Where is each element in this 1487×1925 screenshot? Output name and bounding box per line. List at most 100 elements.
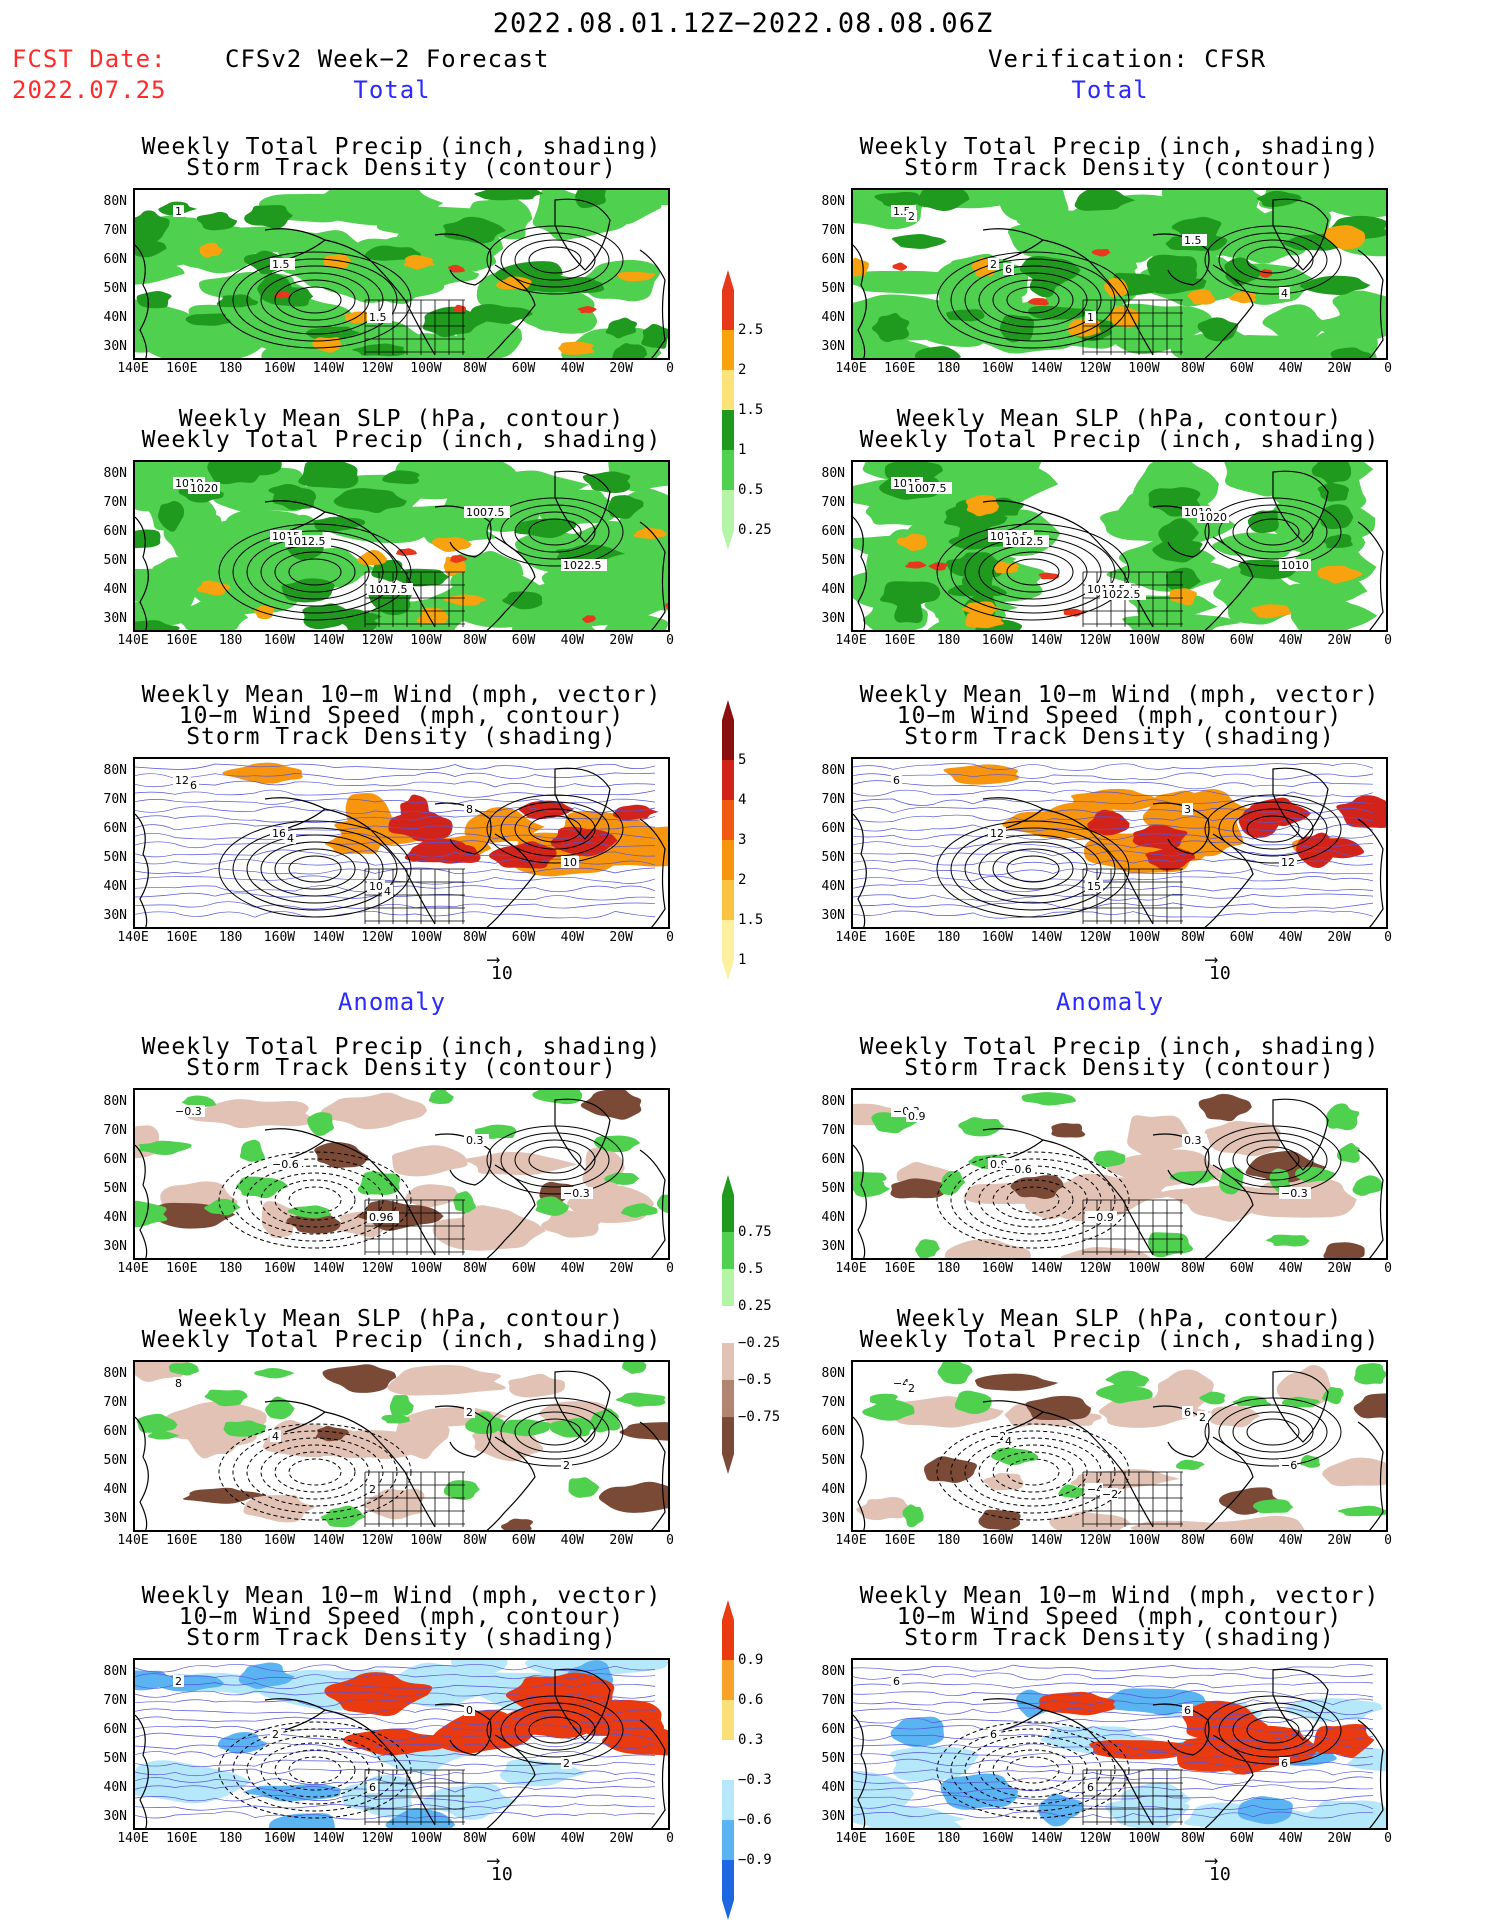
lon-tick-label: 20W [1327, 1261, 1351, 1276]
contour-label-bg [891, 774, 902, 786]
lat-tick-label: 80N [821, 1094, 845, 1109]
lat-tick-label: 50N [821, 1751, 845, 1766]
precip-shading [541, 567, 668, 609]
storm-anomaly-shading [422, 1782, 518, 1820]
wind-vector-streamline [853, 798, 1374, 806]
contour-label: −0.6 [1005, 1163, 1032, 1176]
lat-tick-label: 50N [103, 1453, 127, 1468]
lat-tick-label: 70N [821, 1693, 845, 1708]
storm-anomaly-shading [1103, 1688, 1206, 1716]
panel-title-line: Storm Track Density (shading) [186, 1625, 617, 1651]
precip-anomaly-shading [604, 1172, 640, 1185]
precip-anomaly-shading [286, 1210, 341, 1234]
coastline-greenland [554, 1668, 611, 1741]
precip-shading [449, 555, 468, 563]
contour-line [514, 808, 596, 850]
contour-label-bg [1279, 1459, 1297, 1471]
lon-tick-label: 0 [1384, 1261, 1392, 1276]
contour-line [514, 239, 596, 281]
map-panel-r3: 6 12 15 3 12 [851, 757, 1388, 929]
wind-vector-streamline [853, 1672, 1374, 1681]
panel-title-line: Weekly Total Precip (inch, shading) [141, 1034, 662, 1060]
precip-anomaly-shading [535, 1196, 569, 1216]
contour-label: 2 [908, 210, 915, 223]
state-borders [1082, 868, 1183, 924]
coastlines [135, 198, 666, 358]
lat-tick-label: 50N [821, 281, 845, 296]
precip-shading [1067, 318, 1101, 337]
lon-tick-label: 120W [361, 1831, 393, 1846]
contour-label: 1012.5 [1005, 535, 1044, 548]
contour-line [1246, 246, 1300, 274]
precip-shading [1038, 572, 1060, 580]
precip-anomaly-shading [392, 1419, 450, 1460]
contour-label: 2 [908, 1382, 915, 1395]
lon-tick-label: 40W [1278, 1831, 1303, 1846]
colorbar-segment [722, 1620, 734, 1660]
storm-anomaly-shading [1182, 1700, 1268, 1747]
coastline-alaska [982, 228, 1045, 261]
contour-line [1218, 232, 1328, 288]
lon-tick-label: 80W [462, 1831, 487, 1846]
reference-vector-arrow: ⟶ [488, 949, 499, 970]
precip-shading [323, 254, 352, 269]
lon-tick-label: 60W [1229, 1261, 1254, 1276]
reference-vector-arrow: ⟶ [488, 1850, 499, 1871]
contour-label-bg [382, 885, 393, 897]
precip-shading [382, 470, 420, 485]
lon-tick-label: 140E [117, 1533, 149, 1548]
storm-anomaly-shading [1237, 1796, 1293, 1825]
contour-line [1006, 286, 1060, 314]
contour-line [514, 511, 596, 553]
contour-line [500, 1404, 610, 1460]
contour-label-bg [1197, 1411, 1208, 1423]
precip-anomaly-shading [183, 1487, 267, 1504]
lon-tick-label: 100W [410, 633, 442, 648]
lat-tick-label: 40N [821, 1210, 845, 1225]
lon-tick-label: 120W [1079, 1533, 1111, 1548]
lon-tick-label: 160W [263, 930, 296, 945]
colorbar-svg [722, 270, 734, 550]
lon-tick-label: 160W [981, 633, 1014, 648]
coastline-europe-africa [1357, 818, 1384, 927]
panel-title-line: Storm Track Density (shading) [904, 724, 1335, 750]
contour-label: 2 [272, 1728, 279, 1741]
contour-line [992, 551, 1074, 593]
precip-shading [325, 609, 382, 625]
precip-shading [894, 595, 923, 624]
contour-label-bg [1279, 287, 1290, 299]
precip-shading [1317, 565, 1363, 584]
lon-tick-label: 160W [263, 1831, 296, 1846]
precip-shading [896, 533, 928, 551]
contour-label: 15 [1087, 880, 1101, 893]
precip-anomaly-shading [568, 1477, 600, 1498]
colorbar-top-triangle [722, 1600, 734, 1620]
contour-label: 2 [369, 1483, 376, 1496]
contour-line [1232, 1411, 1314, 1453]
precip-anomaly-shading [1060, 1247, 1151, 1258]
precip-shading [905, 561, 927, 569]
lon-tick-label: 120W [1079, 633, 1111, 648]
contour-label: −0.3 [175, 1105, 202, 1118]
coastline-europe-africa [1357, 1149, 1384, 1258]
panel-title-line: Weekly Mean 10−m Wind (mph, vector) [859, 1583, 1380, 1609]
lon-tick-label: 60W [511, 1831, 536, 1846]
colorbar-segment [722, 1232, 734, 1269]
map-panel-r5: −4 −2 −4 6 −6 2 4 −2 2 [851, 1360, 1388, 1532]
wind-vector-streamline [853, 1802, 1374, 1811]
colorbar-bottom-triangle [722, 1900, 734, 1920]
coastline-na-west [324, 1139, 436, 1256]
storm-anomaly-shading [940, 1773, 1019, 1810]
lon-tick-label: 60W [511, 1261, 536, 1276]
contour-label: 6 [893, 774, 900, 787]
lon-tick-label: 180 [218, 1261, 243, 1276]
precip-anomaly-shading [307, 1112, 334, 1136]
precip-shading [135, 299, 196, 353]
lon-tick-label: 100W [410, 1261, 442, 1276]
lon-tick-label: 140W [312, 1261, 344, 1276]
coastline-europe-africa [639, 1719, 666, 1828]
precip-anomaly-shading [856, 1497, 912, 1521]
wind-vector-streamline [135, 1750, 656, 1759]
lat-tick-label: 80N [103, 1094, 127, 1109]
precip-shading [604, 552, 668, 576]
